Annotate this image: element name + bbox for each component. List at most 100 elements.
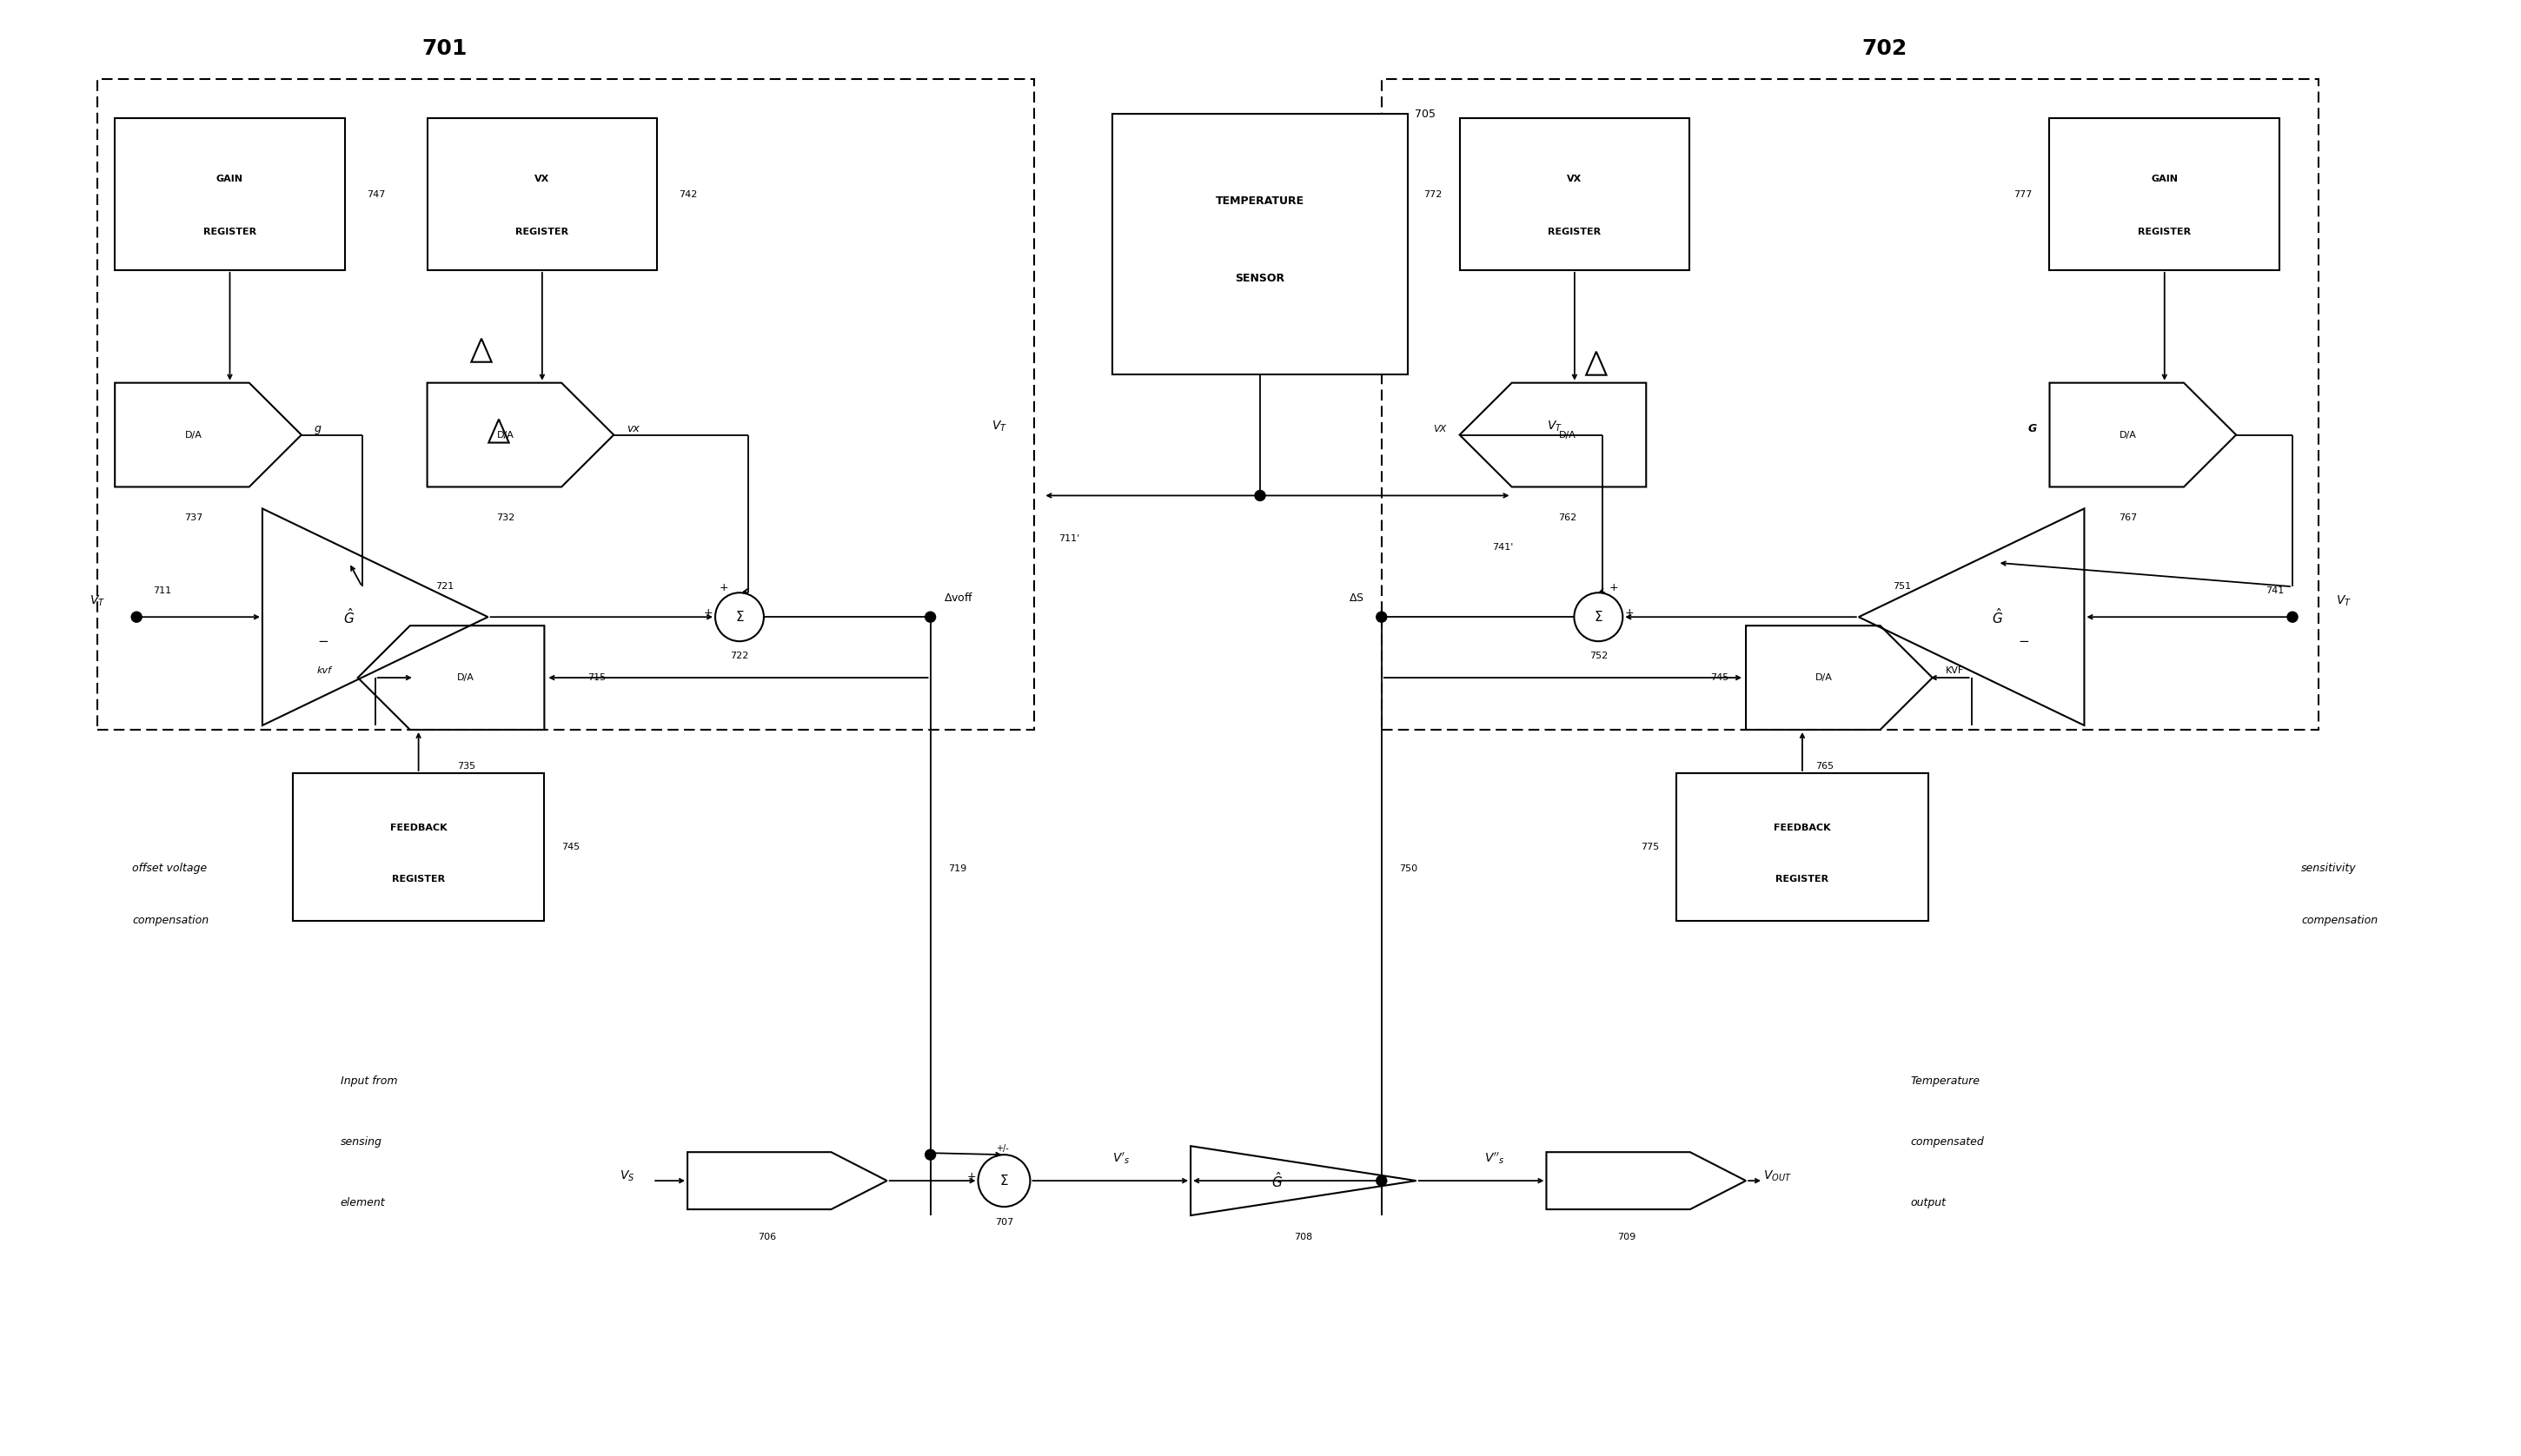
Text: +: + bbox=[966, 1171, 976, 1182]
Text: 750: 750 bbox=[1399, 865, 1417, 872]
Text: REGISTER: REGISTER bbox=[1548, 227, 1601, 236]
Text: compensation: compensation bbox=[2302, 914, 2377, 926]
Text: output: output bbox=[1911, 1197, 1946, 1208]
Text: D/A: D/A bbox=[2120, 431, 2135, 440]
Text: $\Sigma$: $\Sigma$ bbox=[736, 610, 744, 625]
Text: 719: 719 bbox=[948, 865, 966, 872]
Circle shape bbox=[131, 612, 141, 622]
Text: D/A: D/A bbox=[456, 673, 474, 681]
Text: 715: 715 bbox=[587, 673, 605, 681]
Text: REGISTER: REGISTER bbox=[204, 227, 257, 236]
Text: $\Delta$S: $\Delta$S bbox=[1349, 593, 1364, 604]
Text: GAIN: GAIN bbox=[2150, 175, 2178, 183]
Bar bbox=[1460, 118, 1689, 269]
Text: $V_T$: $V_T$ bbox=[2337, 594, 2352, 609]
Text: 741: 741 bbox=[2266, 587, 2284, 596]
Text: D/A: D/A bbox=[184, 431, 202, 440]
Text: 737: 737 bbox=[184, 514, 202, 523]
Text: +/-: +/- bbox=[996, 1144, 1008, 1153]
Text: 745: 745 bbox=[562, 843, 580, 852]
Text: 735: 735 bbox=[456, 761, 474, 770]
Text: 702: 702 bbox=[1863, 38, 1908, 60]
Text: 772: 772 bbox=[1424, 189, 1442, 198]
Text: FEEDBACK: FEEDBACK bbox=[1775, 823, 1830, 831]
Text: 752: 752 bbox=[1588, 652, 1608, 661]
Bar bbox=[292, 773, 545, 920]
Text: $\Sigma$: $\Sigma$ bbox=[1593, 610, 1603, 625]
Text: 745: 745 bbox=[1709, 673, 1729, 681]
Text: 705: 705 bbox=[1414, 108, 1434, 119]
Text: KVF: KVF bbox=[1946, 667, 1964, 676]
Text: −: − bbox=[318, 635, 328, 648]
Text: g: g bbox=[315, 424, 320, 434]
Circle shape bbox=[925, 612, 935, 622]
Text: D/A: D/A bbox=[1815, 673, 1833, 681]
Text: 732: 732 bbox=[497, 514, 514, 523]
Text: VX: VX bbox=[1568, 175, 1583, 183]
Text: TEMPERATURE: TEMPERATURE bbox=[1215, 195, 1303, 207]
Text: $\hat{G}$: $\hat{G}$ bbox=[1271, 1171, 1283, 1190]
Text: offset voltage: offset voltage bbox=[131, 863, 207, 874]
Bar bbox=[1676, 773, 1929, 920]
Text: 741': 741' bbox=[1492, 543, 1513, 552]
Text: VX: VX bbox=[534, 175, 550, 183]
Circle shape bbox=[1376, 1175, 1387, 1187]
Text: $\hat{G}$: $\hat{G}$ bbox=[343, 607, 355, 626]
Text: D/A: D/A bbox=[1558, 431, 1576, 440]
Text: REGISTER: REGISTER bbox=[391, 875, 446, 884]
Text: D/A: D/A bbox=[497, 431, 514, 440]
Text: 706: 706 bbox=[759, 1233, 776, 1242]
Text: 711': 711' bbox=[1059, 534, 1079, 543]
Text: 767: 767 bbox=[2118, 514, 2138, 523]
Text: SENSOR: SENSOR bbox=[1235, 274, 1286, 284]
Bar bbox=[426, 118, 658, 269]
Text: $V'_s$: $V'_s$ bbox=[1112, 1150, 1129, 1166]
Text: $\Sigma$: $\Sigma$ bbox=[998, 1174, 1008, 1188]
Bar bbox=[116, 118, 345, 269]
Text: element: element bbox=[340, 1197, 386, 1208]
Text: $V''_s$: $V''_s$ bbox=[1485, 1150, 1505, 1166]
Text: 762: 762 bbox=[1558, 514, 1578, 523]
Text: VX: VX bbox=[1434, 425, 1447, 432]
Text: sensing: sensing bbox=[340, 1136, 383, 1147]
Text: 707: 707 bbox=[996, 1219, 1013, 1227]
Text: $V_{OUT}$: $V_{OUT}$ bbox=[1762, 1169, 1792, 1184]
Circle shape bbox=[1255, 491, 1266, 501]
Circle shape bbox=[2287, 612, 2297, 622]
Text: $V_T$: $V_T$ bbox=[91, 594, 106, 609]
Text: 701: 701 bbox=[421, 38, 466, 60]
Text: kvf: kvf bbox=[318, 667, 333, 676]
Text: 775: 775 bbox=[1641, 843, 1659, 852]
Text: 708: 708 bbox=[1293, 1233, 1313, 1242]
Text: $V_S$: $V_S$ bbox=[620, 1169, 635, 1184]
Text: −: − bbox=[2017, 635, 2029, 648]
Text: +: + bbox=[703, 607, 713, 619]
Bar bbox=[98, 79, 1034, 729]
Text: FEEDBACK: FEEDBACK bbox=[391, 823, 446, 831]
Text: Temperature: Temperature bbox=[1911, 1076, 1982, 1086]
Text: 711: 711 bbox=[154, 587, 171, 596]
Text: compensated: compensated bbox=[1911, 1136, 1984, 1147]
Text: G: G bbox=[2027, 424, 2037, 434]
Text: compensation: compensation bbox=[131, 914, 209, 926]
Circle shape bbox=[925, 1149, 935, 1160]
Text: GAIN: GAIN bbox=[217, 175, 245, 183]
Text: +: + bbox=[1626, 607, 1634, 619]
Text: +: + bbox=[718, 582, 729, 593]
Bar bbox=[1112, 114, 1407, 374]
Text: 721: 721 bbox=[436, 582, 454, 591]
Text: REGISTER: REGISTER bbox=[517, 227, 570, 236]
Text: 777: 777 bbox=[2014, 189, 2032, 198]
Text: REGISTER: REGISTER bbox=[1775, 875, 1828, 884]
Text: $\Delta$voff: $\Delta$voff bbox=[943, 591, 973, 604]
Text: Input from: Input from bbox=[340, 1076, 398, 1086]
Text: 765: 765 bbox=[1815, 761, 1833, 770]
Circle shape bbox=[1376, 612, 1387, 622]
Text: REGISTER: REGISTER bbox=[2138, 227, 2191, 236]
Text: 722: 722 bbox=[731, 652, 749, 661]
Text: 709: 709 bbox=[1616, 1233, 1636, 1242]
Text: 747: 747 bbox=[366, 189, 386, 198]
Bar bbox=[1382, 79, 2319, 729]
Text: 742: 742 bbox=[678, 189, 698, 198]
Text: $V_T$: $V_T$ bbox=[991, 419, 1008, 434]
